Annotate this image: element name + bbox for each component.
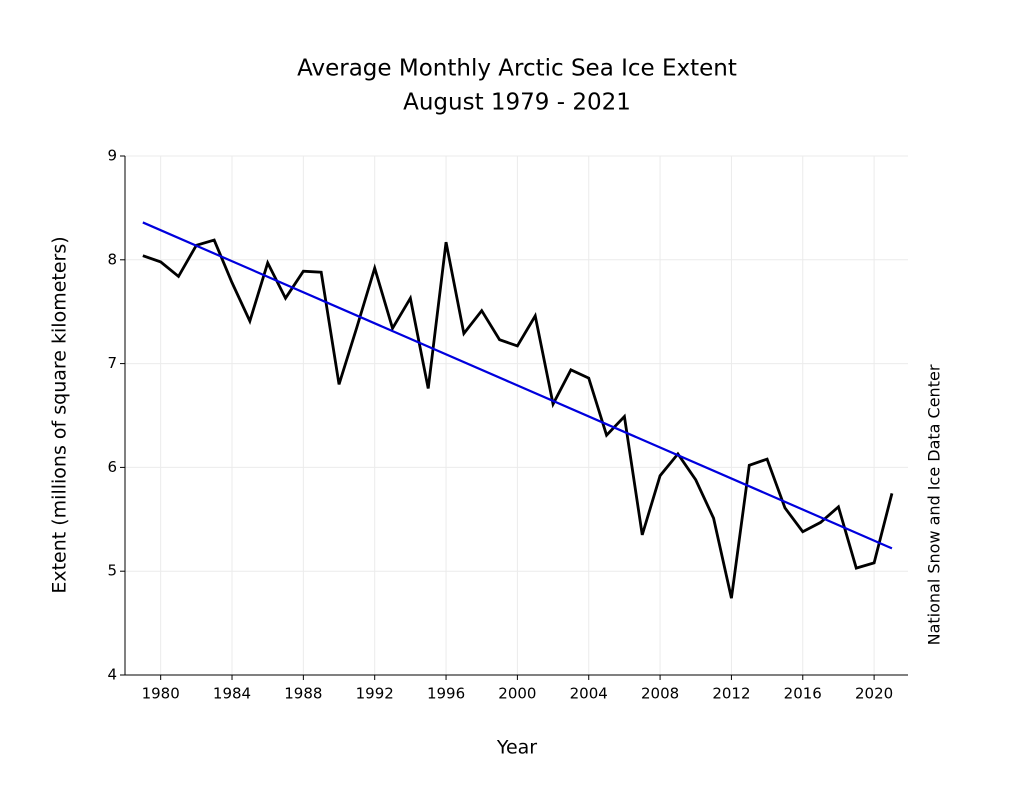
chart-title: Average Monthly Arctic Sea Ice Extent	[297, 56, 737, 82]
y-tick-label: 6	[107, 458, 117, 476]
y-tick-label: 9	[107, 147, 117, 165]
x-tick-label: 1992	[356, 685, 394, 703]
x-tick-label: 2000	[498, 685, 536, 703]
x-tick-label: 1996	[427, 685, 465, 703]
x-tick-label: 2016	[784, 685, 822, 703]
y-axis-label: Extent (millions of square kilometers)	[49, 236, 71, 593]
x-tick-label: 2008	[641, 685, 679, 703]
x-tick-label: 2004	[570, 685, 608, 703]
x-axis-label: Year	[496, 737, 537, 759]
y-tick-label: 7	[107, 354, 117, 372]
trend-line	[142, 221, 893, 550]
y-tick-label: 5	[107, 562, 117, 580]
x-tick-label: 1980	[142, 685, 180, 703]
chart-subtitle: August 1979 - 2021	[403, 90, 631, 116]
x-tick-label: 1988	[284, 685, 322, 703]
y-tick-label: 8	[107, 250, 117, 268]
data-line	[142, 238, 894, 599]
y-tick-label: 4	[107, 666, 117, 684]
x-tick-label: 2020	[855, 685, 893, 703]
source-note: National Snow and Ice Data Center	[925, 364, 944, 645]
x-tick-label: 2012	[712, 685, 750, 703]
x-tick-label: 1984	[213, 685, 251, 703]
